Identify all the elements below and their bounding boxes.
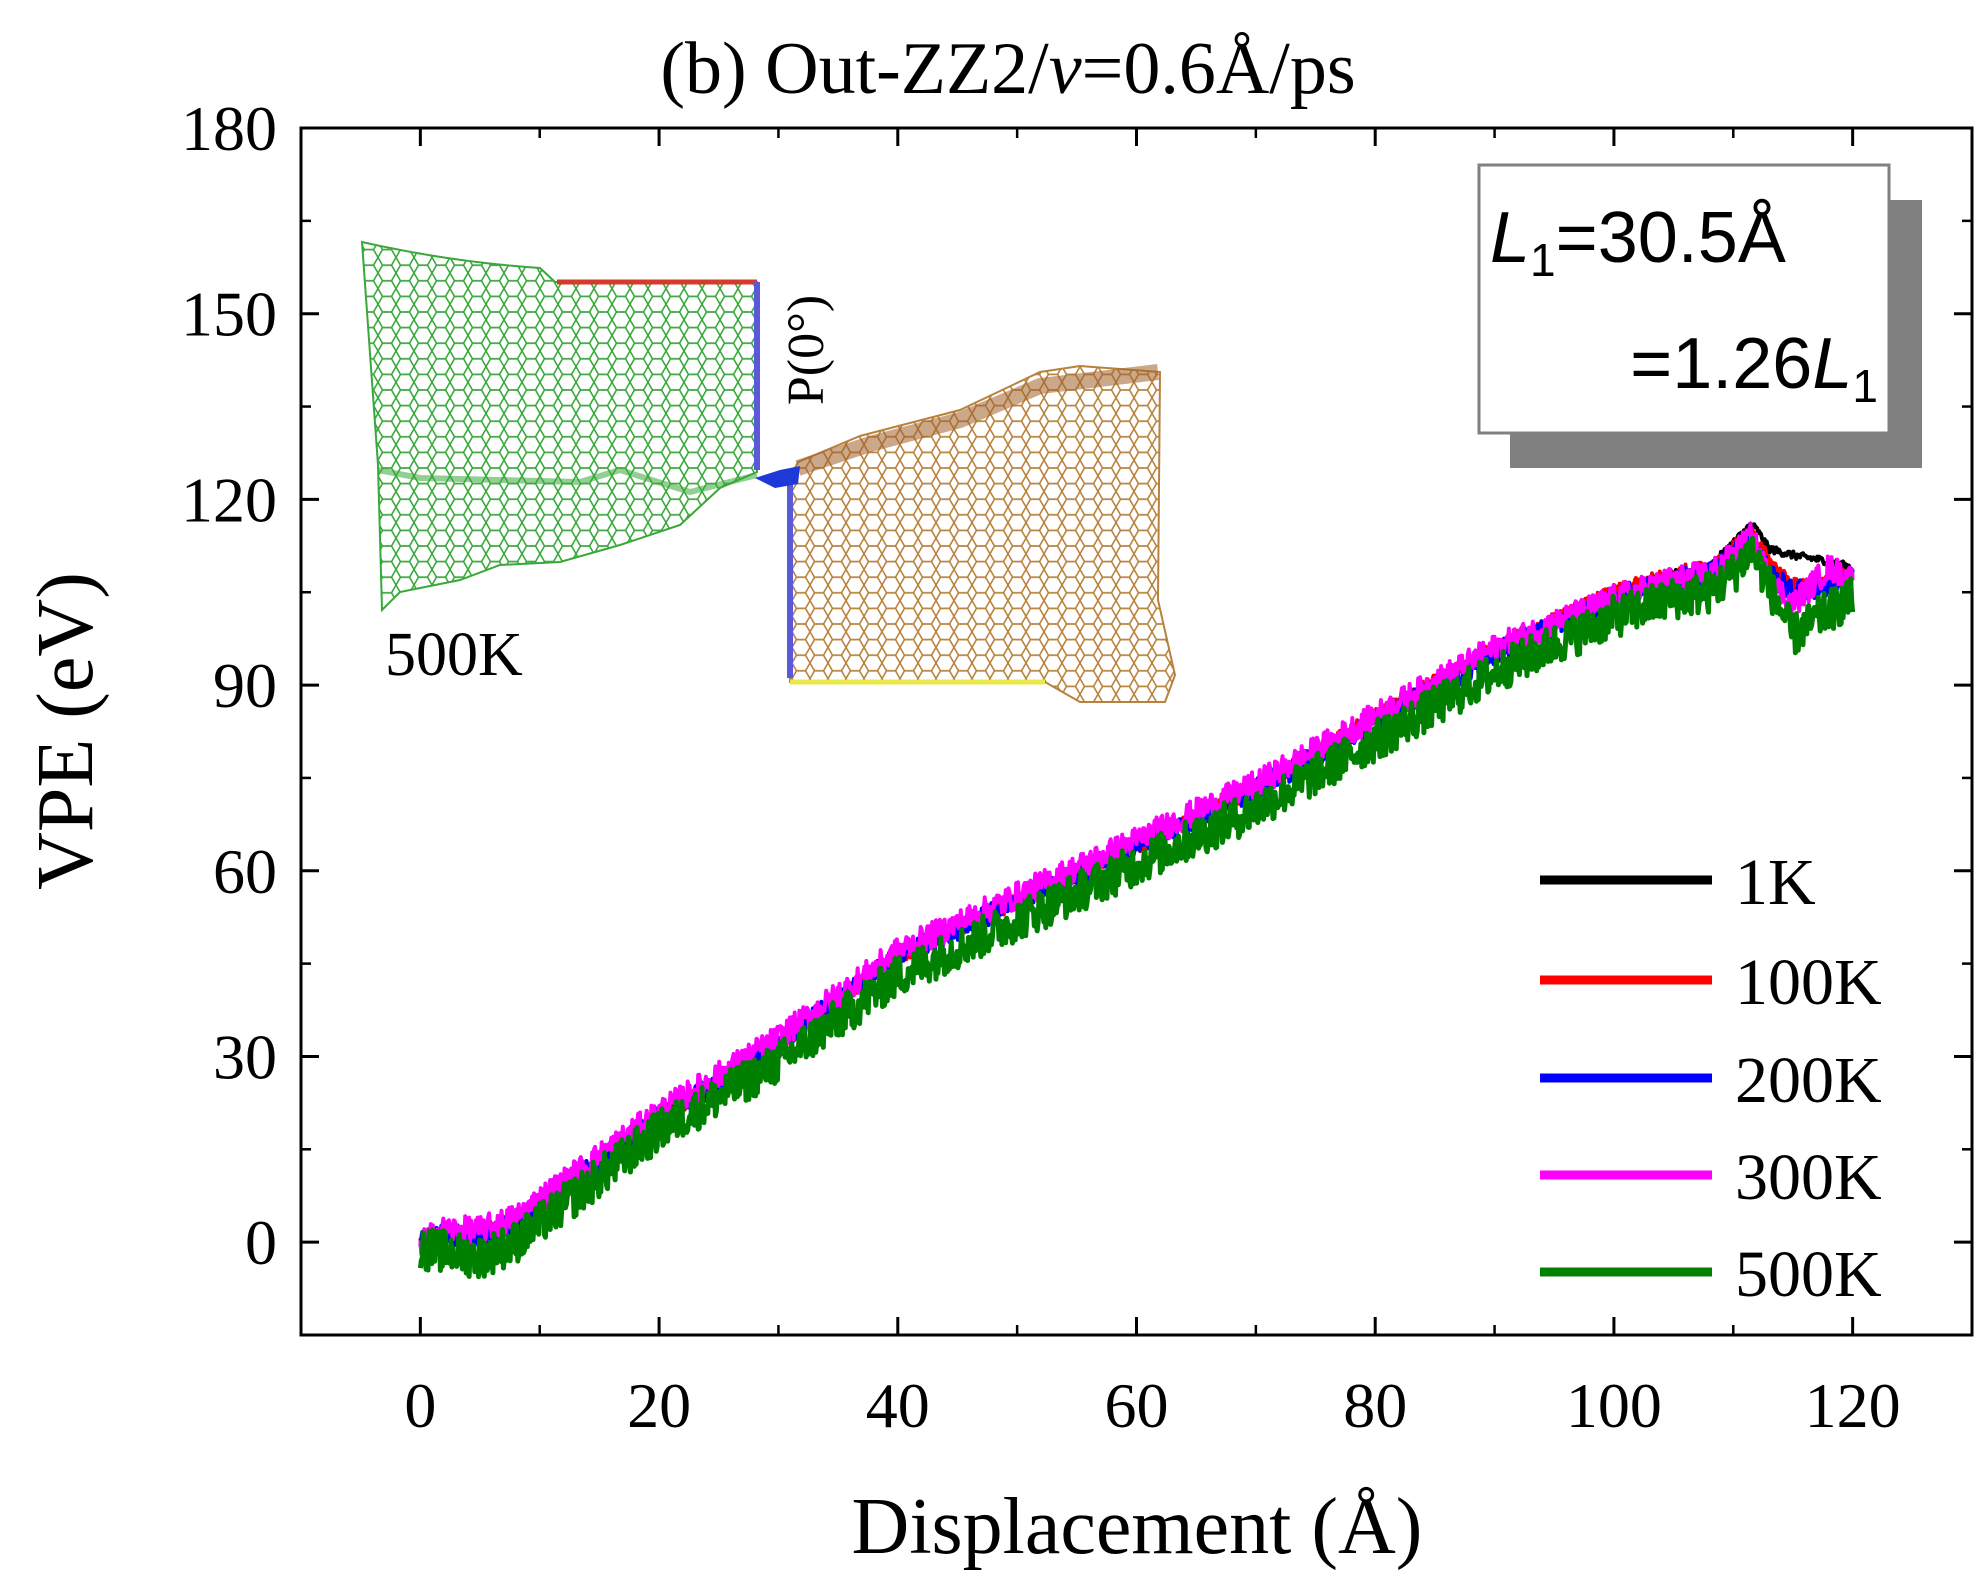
inset-right-ribbon-edge xyxy=(795,364,1159,476)
x-tick-label: 0 xyxy=(404,1370,436,1441)
inset-point-label: P(0°) xyxy=(778,295,835,405)
x-tick-label: 60 xyxy=(1105,1370,1169,1441)
x-tick-label: 40 xyxy=(866,1370,930,1441)
y-tick-label: 180 xyxy=(181,93,277,164)
x-tick-label: 20 xyxy=(627,1370,691,1441)
axis-ticks xyxy=(299,126,1974,1337)
chart-title: (b) Out-ZZ2/v=0.6Å/ps xyxy=(660,28,1355,110)
annotation-box: L1=30.5Å =1.26L1 xyxy=(1477,163,1922,468)
annotation-box-frame xyxy=(1477,163,1891,435)
y-tick-label: 60 xyxy=(213,836,277,907)
annotation-line-1: L1=30.5Å xyxy=(1490,198,1786,286)
y-tick-labels: 0 30 60 90 120 150 180 xyxy=(181,93,277,1278)
annotation-line-2: =1.26L1 xyxy=(1630,324,1878,412)
series-lines xyxy=(417,521,1856,1280)
y-axis-label: VPE (eV) xyxy=(22,572,110,890)
inset-left-ribbon xyxy=(360,240,758,613)
inset-left-ribbon-edge xyxy=(377,466,758,496)
inset-junction xyxy=(755,466,800,488)
x-tick-label: 80 xyxy=(1343,1370,1407,1441)
legend-label-200k: 200K xyxy=(1735,1044,1882,1117)
legend-label-500k: 500K xyxy=(1735,1238,1882,1311)
x-tick-labels: 0 20 40 60 80 100 120 xyxy=(404,1370,1900,1441)
legend-label-300k: 300K xyxy=(1735,1141,1882,1214)
x-tick-label: 100 xyxy=(1566,1370,1662,1441)
inset-structure: 500K P(0°) xyxy=(360,240,1177,703)
y-tick-label: 150 xyxy=(181,279,277,350)
y-tick-label: 120 xyxy=(181,464,277,535)
series-line-500k xyxy=(417,535,1856,1280)
y-tick-label: 0 xyxy=(245,1207,277,1278)
legend: 1K 100K 200K 300K 500K xyxy=(1540,846,1882,1311)
y-tick-label: 90 xyxy=(213,650,277,721)
legend-label-100k: 100K xyxy=(1735,946,1882,1019)
x-tick-label: 120 xyxy=(1805,1370,1901,1441)
y-tick-label: 30 xyxy=(213,1021,277,1092)
series-line-300k xyxy=(418,521,1855,1256)
inset-temperature-label: 500K xyxy=(385,621,523,689)
legend-label-1k: 1K xyxy=(1735,846,1816,919)
x-axis-label: Displacement (Å) xyxy=(852,1483,1423,1571)
